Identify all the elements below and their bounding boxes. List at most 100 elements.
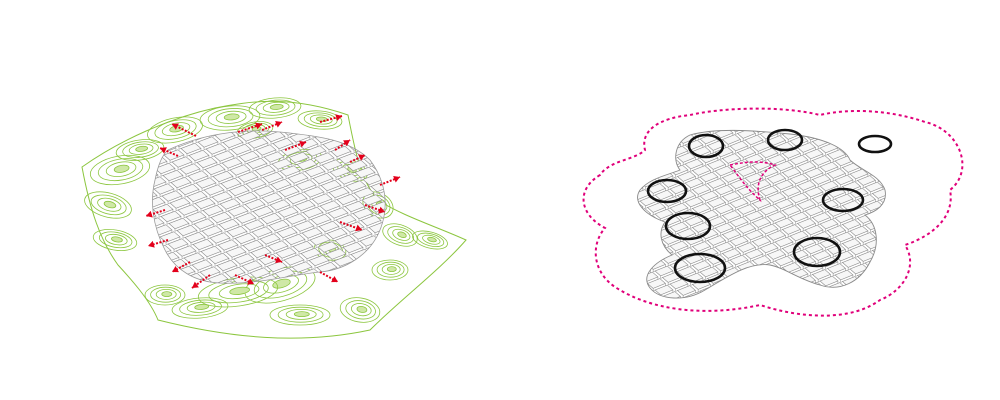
- city-block: [918, 57, 936, 67]
- block-side: [946, 157, 958, 164]
- block-side: [17, 213, 31, 221]
- block-side: [968, 100, 980, 107]
- block-side: [387, 152, 401, 160]
- city-block: [648, 108, 666, 118]
- block-side: [499, 250, 513, 258]
- city-block: [364, 132, 386, 145]
- block-side: [502, 189, 516, 197]
- city-block: [400, 197, 418, 207]
- city-block: [955, 222, 973, 232]
- block-side: [381, 254, 386, 264]
- city-block: [58, 271, 78, 282]
- city-block: [561, 219, 581, 230]
- node-ring: [857, 134, 893, 154]
- city-block: [618, 348, 636, 358]
- city-block: [489, 156, 509, 167]
- block-side: [923, 213, 935, 220]
- block-side: [0, 172, 8, 180]
- city-block: [783, 301, 801, 311]
- arrow-head: [275, 120, 282, 128]
- block-side: [397, 289, 411, 297]
- city-block: [374, 120, 394, 131]
- city-block: [27, 222, 47, 233]
- city-block: [356, 130, 378, 138]
- city-block: [96, 347, 116, 358]
- city-block: [430, 204, 448, 214]
- block-side: [511, 179, 523, 186]
- city-block: [633, 114, 651, 124]
- expansion-arrows: [145, 114, 401, 289]
- city-block: [455, 169, 475, 180]
- city-block: [864, 130, 884, 136]
- block-side: [931, 201, 943, 208]
- block-side: [249, 74, 263, 82]
- city-block: [332, 297, 352, 308]
- city-block: [342, 92, 362, 103]
- block-side: [96, 133, 110, 141]
- expansion-arrow: [171, 123, 197, 137]
- city-block: [745, 116, 763, 126]
- city-block: [215, 280, 237, 284]
- contour-line: [417, 232, 445, 248]
- city-block: [940, 228, 958, 238]
- city-block: [850, 17, 868, 27]
- block-side: [601, 124, 613, 131]
- city-block: [393, 243, 413, 254]
- city-block: [706, 292, 726, 299]
- block-side: [586, 263, 598, 270]
- block-side: [137, 318, 151, 326]
- city-block: [955, 241, 973, 251]
- city-block: [145, 368, 165, 379]
- block-side: [478, 168, 492, 176]
- city-block: [324, 290, 344, 301]
- block-side: [254, 314, 268, 322]
- block-side: [441, 242, 455, 250]
- block-side: [645, 295, 659, 299]
- city-block: [745, 306, 763, 316]
- block-side: [976, 107, 988, 114]
- city-block: [460, 192, 478, 202]
- city-block: [550, 270, 568, 280]
- block-side: [35, 186, 49, 194]
- block-side: [713, 316, 725, 323]
- expansion-arrow: [264, 254, 283, 263]
- block-side: [278, 335, 292, 343]
- block-side: [938, 74, 950, 81]
- city-block: [910, 259, 928, 269]
- city-block: [114, 320, 134, 331]
- city-block: [655, 323, 673, 333]
- city-block: [940, 114, 958, 124]
- city-block: [558, 277, 576, 287]
- city-block: [588, 341, 606, 351]
- city-block: [132, 293, 152, 304]
- city-block: [963, 172, 981, 182]
- block-side: [203, 333, 217, 341]
- city-block: [850, 55, 868, 65]
- block-side: [736, 89, 748, 96]
- city-block: [723, 344, 741, 354]
- block-side: [451, 208, 465, 216]
- block-side: [307, 82, 321, 90]
- city-block: [243, 69, 263, 80]
- block-side: [885, 130, 886, 132]
- block-side: [526, 249, 538, 256]
- city-block: [580, 277, 598, 287]
- block-side: [765, 266, 779, 275]
- city-block: [391, 113, 411, 124]
- city-block: [416, 114, 436, 125]
- block-side: [176, 374, 190, 382]
- city-block: [152, 271, 154, 284]
- block-side: [119, 345, 133, 353]
- block-side: [601, 333, 613, 340]
- block-side: [773, 330, 785, 337]
- city-block: [978, 242, 996, 252]
- block-side: [991, 158, 1000, 165]
- block-side: [646, 391, 658, 398]
- city-block: [895, 132, 913, 142]
- block-side: [145, 325, 159, 333]
- city-block: [410, 66, 430, 77]
- block-side: [22, 282, 36, 290]
- block-side: [481, 172, 493, 179]
- city-block: [639, 233, 659, 245]
- contour-line: [155, 288, 177, 300]
